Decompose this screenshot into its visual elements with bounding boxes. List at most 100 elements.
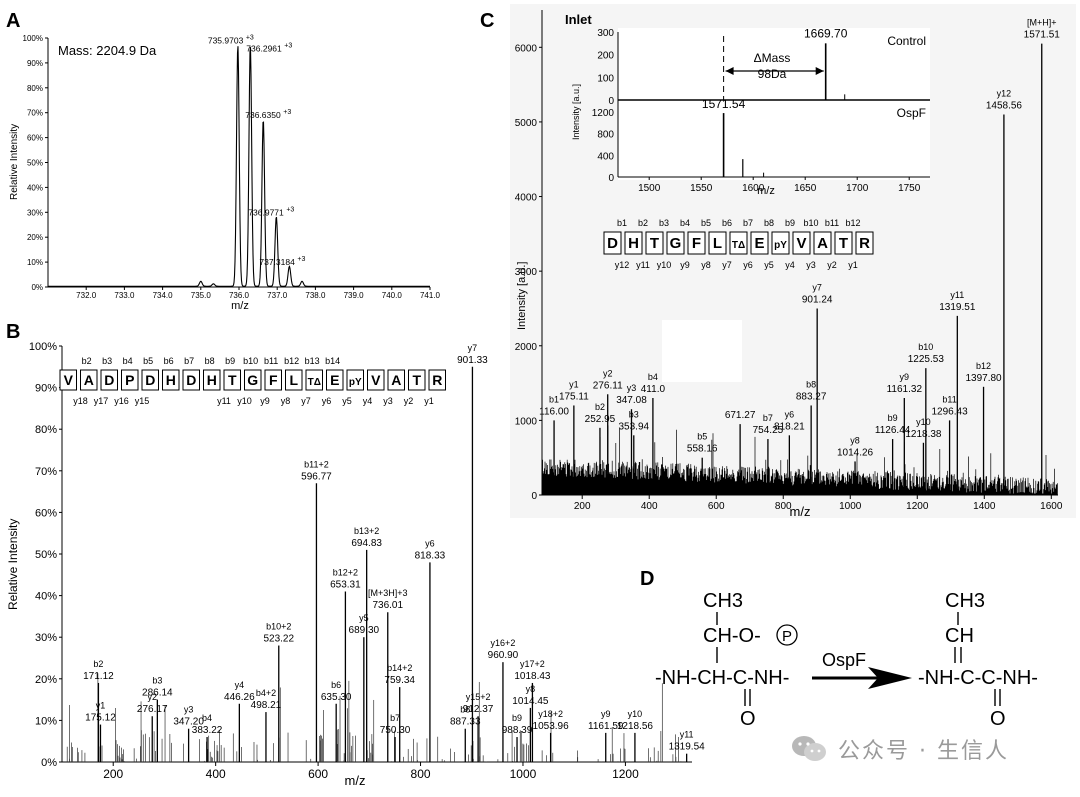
- c-peak-ion: b4: [648, 372, 658, 382]
- c-peak-label: 1296.43: [932, 406, 969, 417]
- a-peak-label: 737.3184: [259, 257, 295, 267]
- b-y-tick-label: 10%: [35, 715, 57, 727]
- inset-control-label: Control: [887, 34, 926, 48]
- b-y-ion-label: y6: [322, 396, 332, 406]
- b-y-ion-label: y2: [404, 396, 414, 406]
- c-peak-ion: b2: [595, 402, 605, 412]
- a-x-tick-label: 734.0: [153, 291, 174, 300]
- c-sequence-residue: pY: [774, 240, 787, 251]
- b-peak-ion: y9: [601, 709, 611, 719]
- a-peak-charge: +3: [297, 256, 305, 263]
- c-peak-ion: y6: [785, 409, 795, 419]
- b-sequence-residue: V: [64, 372, 74, 388]
- c-peak-label: 558.16: [687, 444, 718, 455]
- b-sequence-residue: pY: [349, 377, 362, 388]
- b-sequence-box: [100, 369, 118, 391]
- b-y-ion-label: y3: [383, 396, 393, 406]
- c-y-ion-label: y2: [827, 260, 837, 270]
- b-b-ion-label: b9: [225, 356, 235, 366]
- c-peak-ion: b8: [806, 379, 816, 389]
- left-ch-o: CH-O-: [703, 625, 761, 647]
- b-peak-label: 175.12: [85, 713, 116, 724]
- c-x-tick-label: 1000: [839, 501, 862, 512]
- phosphate-letter: P: [782, 628, 792, 645]
- b-sequence-box: [387, 369, 405, 391]
- inset-ospf-label: OspF: [897, 106, 926, 120]
- c-peak-ion: b9: [888, 413, 898, 423]
- b-sequence-residue: P: [125, 372, 134, 388]
- c-y-ion-label: y5: [764, 260, 774, 270]
- b-y-ion-label: y4: [363, 396, 373, 406]
- b-peak-label: 498.21: [251, 700, 282, 711]
- c-peak-ion: b12: [976, 361, 991, 371]
- c-y-ion-label: y12: [615, 260, 630, 270]
- panel-c-x-label: m/z: [790, 504, 811, 519]
- c-sequence-residue: A: [817, 235, 828, 252]
- c-sequence-box: [666, 231, 685, 255]
- c-x-tick-label: 400: [641, 501, 658, 512]
- b-peak-label: 383.22: [192, 725, 223, 736]
- b-peak-ion: y8: [526, 684, 536, 694]
- c-b-ion-label: b10: [803, 218, 818, 228]
- b-peak-ion: b8: [460, 705, 470, 715]
- b-peak-ion: b9: [512, 713, 522, 723]
- c-sequence-residue: L: [713, 235, 722, 252]
- c-b-ion-label: b4: [680, 218, 690, 228]
- a-x-tick-label: 733.0: [114, 291, 135, 300]
- b-y-ion-label: y18: [73, 396, 88, 406]
- reaction-arrow-head: [868, 667, 912, 689]
- panel-c-y-label: Intensity [a.u.]: [516, 262, 528, 330]
- b-peak-ion: y3: [184, 705, 194, 715]
- c-peak-label: 1458.56: [986, 100, 1023, 111]
- b-sequence-residue: H: [207, 372, 217, 388]
- b-peak-ion: b10+2: [266, 622, 291, 632]
- c-x-tick-label: 600: [708, 501, 725, 512]
- c-sequence-residue: E: [754, 235, 764, 252]
- b-sequence-box: [367, 369, 385, 391]
- c-y-ion-label: y8: [701, 260, 711, 270]
- c-peak-label: 1218.38: [905, 429, 942, 440]
- b-peak-ion: y10: [628, 709, 643, 719]
- b-peak-label: 1018.43: [514, 671, 551, 682]
- c-peak-label: 1161.32: [887, 384, 923, 395]
- b-y-ion-label: y17: [94, 396, 109, 406]
- inset-delta-value: 98Da: [758, 67, 787, 81]
- b-b-ion-label: b4: [123, 356, 133, 366]
- c-sequence-residue: TΔ: [732, 240, 745, 251]
- b-b-ion-label: b12: [284, 356, 299, 366]
- c-peak-label: 116.00: [539, 406, 569, 417]
- b-y-ion-label: y1: [424, 396, 434, 406]
- left-backbone: -NH-CH-C-NH-: [655, 667, 789, 689]
- b-peak-label: 653.31: [330, 579, 361, 590]
- b-sequence-residue: F: [269, 372, 278, 388]
- b-peak-label: 689.30: [349, 625, 380, 636]
- c-sequence-box: [624, 231, 643, 255]
- c-peak-label: 252.95: [585, 414, 616, 425]
- a-y-tick-label: 0%: [31, 283, 43, 292]
- c-sequence-residue: D: [607, 235, 618, 252]
- b-peak-label: 276.17: [137, 704, 168, 715]
- inset-delta-arrowhead-left: [725, 67, 734, 75]
- b-b-ion-label: b2: [82, 356, 92, 366]
- a-peak-label: 736.2961: [246, 43, 282, 53]
- b-sequence-box: [428, 369, 446, 391]
- panel-d-letter: D: [640, 568, 654, 590]
- b-peak-ion: y18+2: [538, 709, 563, 719]
- c-peak-ion: b7: [763, 413, 773, 423]
- c-y-ion-label: y11: [636, 260, 650, 270]
- b-peak-ion: b4+2: [256, 688, 276, 698]
- panel-c-letter: C: [480, 10, 494, 32]
- c-peak-ion: y1: [569, 379, 579, 389]
- b-y-ion-label: y9: [260, 396, 270, 406]
- c-x-tick-label: 1200: [906, 501, 929, 512]
- c-peak-label: 1397.80: [965, 373, 1002, 384]
- b-peak-label: 171.12: [83, 671, 114, 682]
- c-sequence-residue: G: [670, 235, 682, 252]
- b-peak-label: 912.37: [463, 704, 494, 715]
- c-peak-label: 1126.44: [875, 425, 911, 436]
- c-peak-label: 1319.51: [939, 302, 976, 313]
- b-peak-ion: y15+2: [466, 692, 491, 702]
- c-sequence-box: [750, 231, 769, 255]
- c-peak-label: 276.11: [593, 380, 623, 391]
- b-sequence-residue: G: [247, 372, 258, 388]
